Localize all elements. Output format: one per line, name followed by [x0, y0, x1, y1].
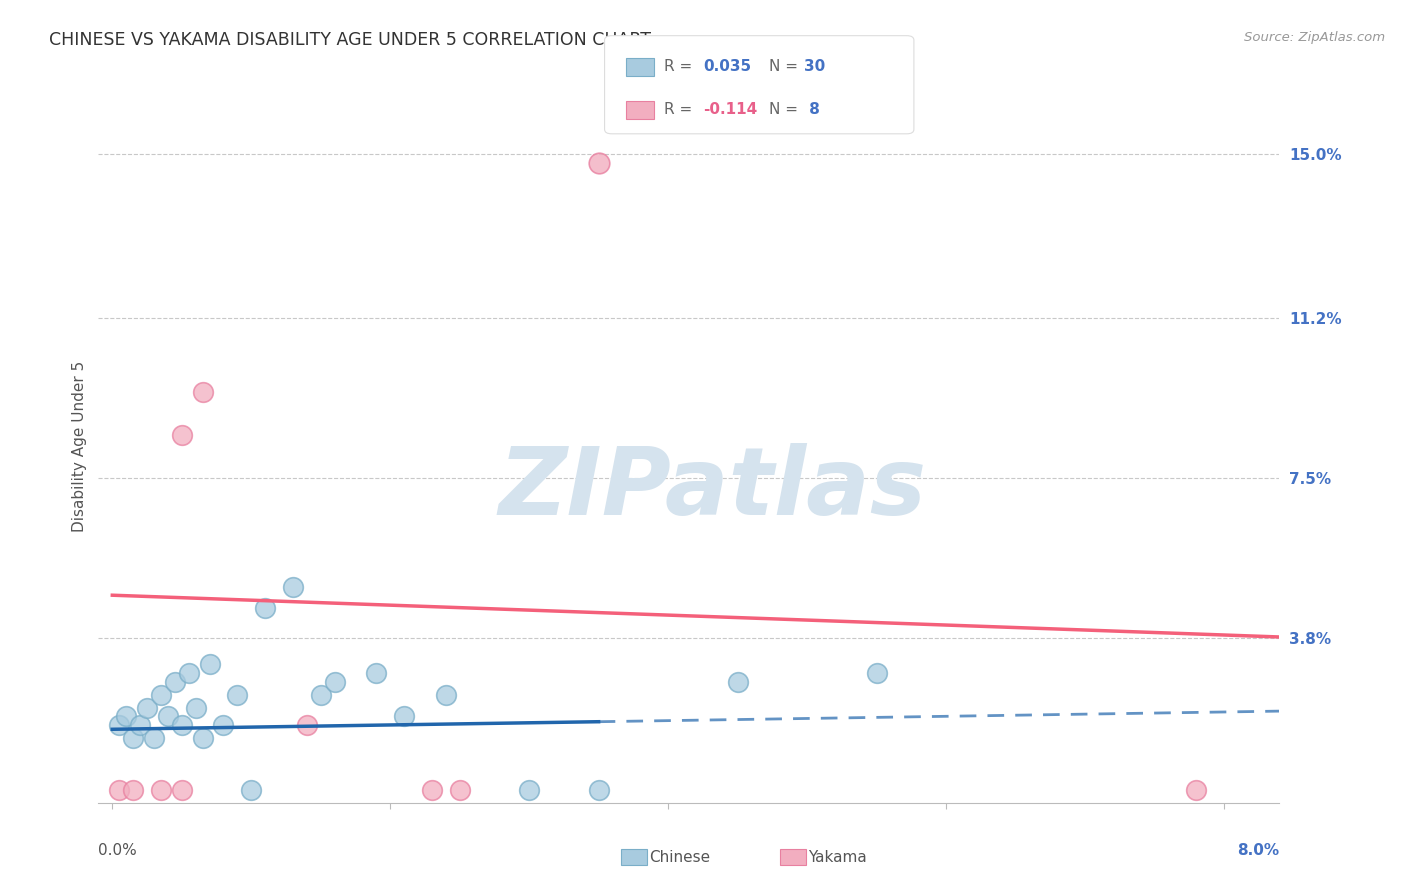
- Point: [136, 700, 159, 714]
- Point: [323, 674, 346, 689]
- Point: [449, 782, 471, 797]
- Point: [295, 718, 318, 732]
- Point: [240, 782, 263, 797]
- Y-axis label: Disability Age Under 5: Disability Age Under 5: [72, 360, 87, 532]
- Point: [226, 688, 249, 702]
- Point: [129, 718, 152, 732]
- Point: [108, 782, 131, 797]
- Point: [191, 731, 214, 745]
- Point: [184, 700, 207, 714]
- Text: R =: R =: [664, 60, 697, 74]
- Point: [392, 709, 415, 723]
- Point: [149, 782, 172, 797]
- Point: [170, 782, 193, 797]
- Point: [115, 709, 138, 723]
- Point: [170, 718, 193, 732]
- Text: -0.114: -0.114: [703, 103, 758, 117]
- Point: [122, 782, 145, 797]
- Point: [170, 428, 193, 442]
- Text: N =: N =: [769, 103, 803, 117]
- Text: 0.035: 0.035: [703, 60, 751, 74]
- Point: [281, 580, 304, 594]
- Point: [198, 657, 221, 672]
- Point: [191, 384, 214, 399]
- Text: CHINESE VS YAKAMA DISABILITY AGE UNDER 5 CORRELATION CHART: CHINESE VS YAKAMA DISABILITY AGE UNDER 5…: [49, 31, 651, 49]
- Text: N =: N =: [769, 60, 803, 74]
- Point: [108, 718, 131, 732]
- Text: Yakama: Yakama: [808, 850, 868, 864]
- Text: 8: 8: [804, 103, 820, 117]
- Point: [143, 731, 166, 745]
- Point: [212, 718, 235, 732]
- Text: 8.0%: 8.0%: [1237, 843, 1279, 858]
- Point: [727, 674, 749, 689]
- Point: [434, 688, 457, 702]
- Text: Chinese: Chinese: [650, 850, 710, 864]
- Point: [588, 782, 610, 797]
- Point: [122, 731, 145, 745]
- Point: [163, 674, 186, 689]
- Point: [865, 666, 887, 681]
- Text: ZIPatlas: ZIPatlas: [499, 442, 927, 535]
- Point: [177, 666, 200, 681]
- Point: [517, 782, 540, 797]
- Point: [254, 601, 277, 615]
- Text: 30: 30: [804, 60, 825, 74]
- Point: [156, 709, 179, 723]
- Text: R =: R =: [664, 103, 697, 117]
- Point: [588, 155, 610, 169]
- Point: [309, 688, 332, 702]
- Text: 0.0%: 0.0%: [98, 843, 138, 858]
- Point: [1185, 782, 1208, 797]
- Point: [149, 688, 172, 702]
- Point: [420, 782, 443, 797]
- Point: [366, 666, 388, 681]
- Text: Source: ZipAtlas.com: Source: ZipAtlas.com: [1244, 31, 1385, 45]
